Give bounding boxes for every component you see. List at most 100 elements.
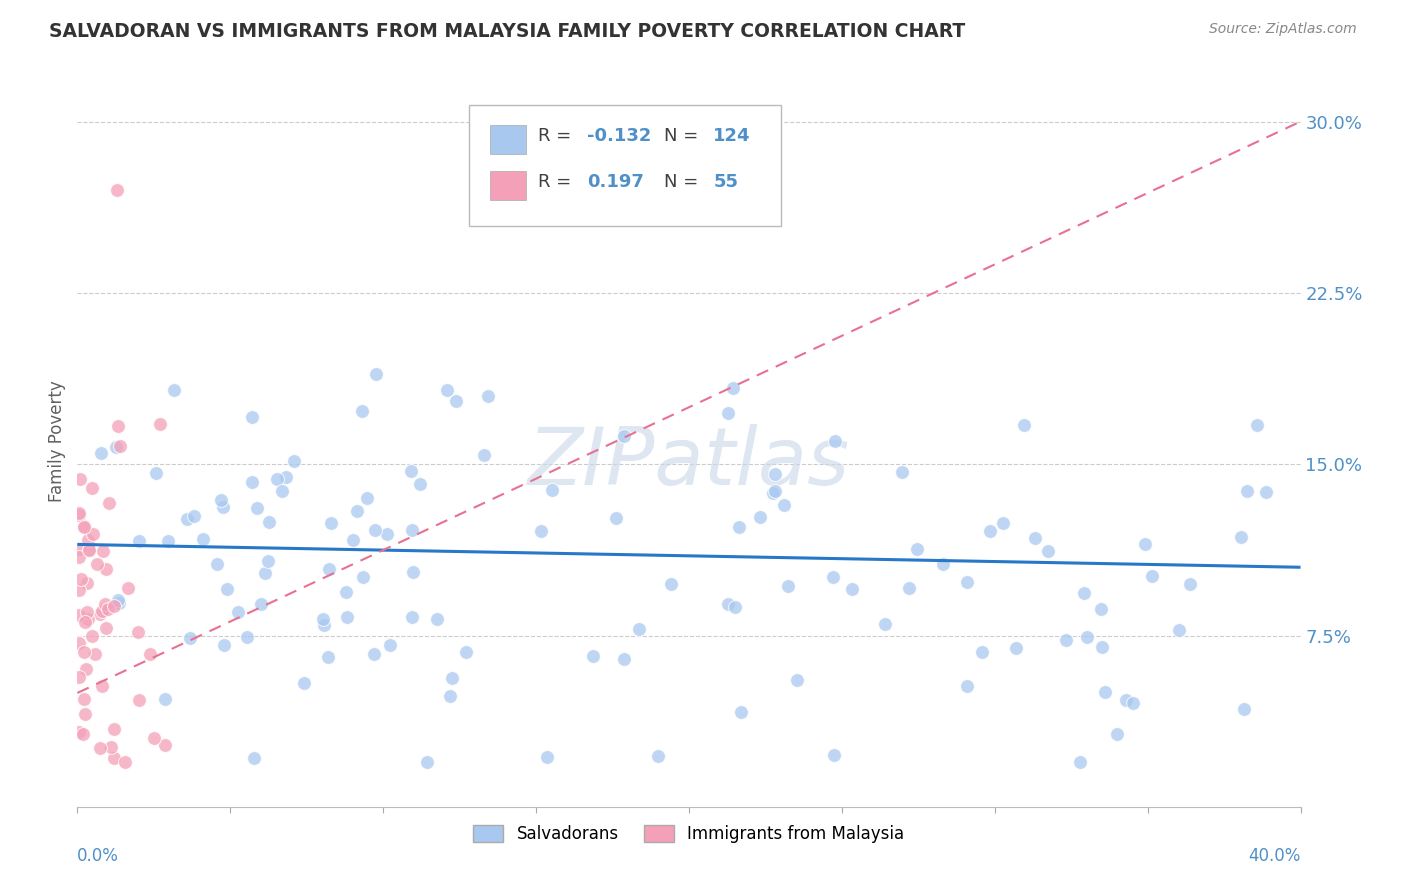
Point (1135, 537, 1157, 551)
Point (321, 516, 343, 530)
Point (176, 511, 198, 525)
Point (728, 520, 751, 534)
Point (114, 755, 136, 769)
Point (440, 671, 463, 685)
Point (1005, 640, 1028, 655)
Point (1256, 484, 1278, 499)
Point (454, 644, 477, 658)
Point (96, 621, 118, 635)
Point (236, 630, 259, 644)
Point (1024, 532, 1046, 546)
Point (823, 570, 845, 584)
Point (75, 662, 97, 676)
Point (75, 615, 97, 630)
Point (76, 576, 98, 591)
Point (1107, 726, 1129, 740)
Point (127, 624, 149, 639)
Point (73, 519, 96, 533)
Point (581, 648, 603, 663)
Point (786, 673, 808, 687)
Point (749, 510, 772, 524)
Point (378, 638, 401, 652)
Point (77, 542, 100, 557)
Point (439, 689, 461, 703)
Point (67, 636, 90, 650)
Y-axis label: Family Poverty: Family Poverty (48, 381, 66, 502)
Point (128, 693, 150, 707)
Point (209, 492, 232, 507)
Point (226, 605, 249, 619)
Point (401, 609, 423, 624)
Point (905, 542, 928, 557)
Text: N =: N = (665, 127, 704, 145)
Point (67, 508, 90, 523)
Point (613, 428, 636, 442)
Point (628, 622, 651, 636)
Point (215, 582, 238, 596)
Legend: Salvadorans, Immigrants from Malaysia: Salvadorans, Immigrants from Malaysia (467, 819, 911, 850)
Point (613, 651, 636, 665)
Point (67, 582, 90, 597)
Point (179, 631, 201, 645)
Text: SALVADORAN VS IMMIGRANTS FROM MALAYSIA FAMILY POVERTY CORRELATION CHART: SALVADORAN VS IMMIGRANTS FROM MALAYSIA F… (49, 22, 966, 41)
Point (763, 484, 786, 499)
Text: Source: ZipAtlas.com: Source: ZipAtlas.com (1209, 22, 1357, 37)
Point (1073, 586, 1095, 600)
Point (183, 509, 205, 524)
Point (67, 541, 90, 556)
Point (153, 691, 176, 706)
Point (156, 533, 179, 548)
Point (83, 648, 105, 662)
Point (762, 486, 785, 500)
Point (107, 419, 129, 434)
Point (243, 751, 266, 765)
Point (541, 483, 564, 498)
Point (93, 544, 115, 558)
Point (257, 515, 280, 529)
Point (274, 469, 297, 483)
Point (67, 724, 90, 739)
Point (873, 617, 896, 632)
Point (90, 445, 112, 459)
Point (1180, 577, 1202, 591)
Point (271, 484, 294, 499)
Point (139, 647, 162, 661)
Point (647, 748, 669, 763)
Point (67, 507, 90, 521)
Point (97, 602, 120, 616)
Point (1236, 483, 1258, 498)
Point (1054, 632, 1077, 647)
Point (409, 477, 432, 491)
Point (283, 454, 305, 468)
Point (73, 644, 96, 658)
Point (212, 638, 235, 652)
Point (90, 679, 112, 693)
Bar (489, 125, 526, 154)
Point (89, 607, 111, 622)
Point (364, 523, 387, 537)
Text: 0.197: 0.197 (588, 173, 644, 191)
Point (103, 723, 125, 737)
Point (993, 516, 1015, 531)
Point (254, 566, 277, 581)
Point (103, 750, 125, 764)
Point (246, 500, 269, 515)
Point (82, 481, 104, 495)
Point (425, 612, 447, 626)
Point (823, 748, 845, 763)
Text: 0.0%: 0.0% (77, 847, 120, 865)
Point (318, 561, 340, 575)
Point (335, 585, 357, 599)
Point (472, 448, 495, 462)
Point (67, 549, 90, 564)
Point (191, 532, 214, 546)
Point (375, 527, 398, 541)
Point (416, 755, 439, 769)
Point (776, 579, 799, 593)
Point (477, 389, 499, 403)
Point (730, 705, 752, 719)
Point (824, 434, 846, 448)
Point (155, 738, 177, 752)
FancyBboxPatch shape (468, 105, 780, 226)
Point (401, 464, 423, 478)
